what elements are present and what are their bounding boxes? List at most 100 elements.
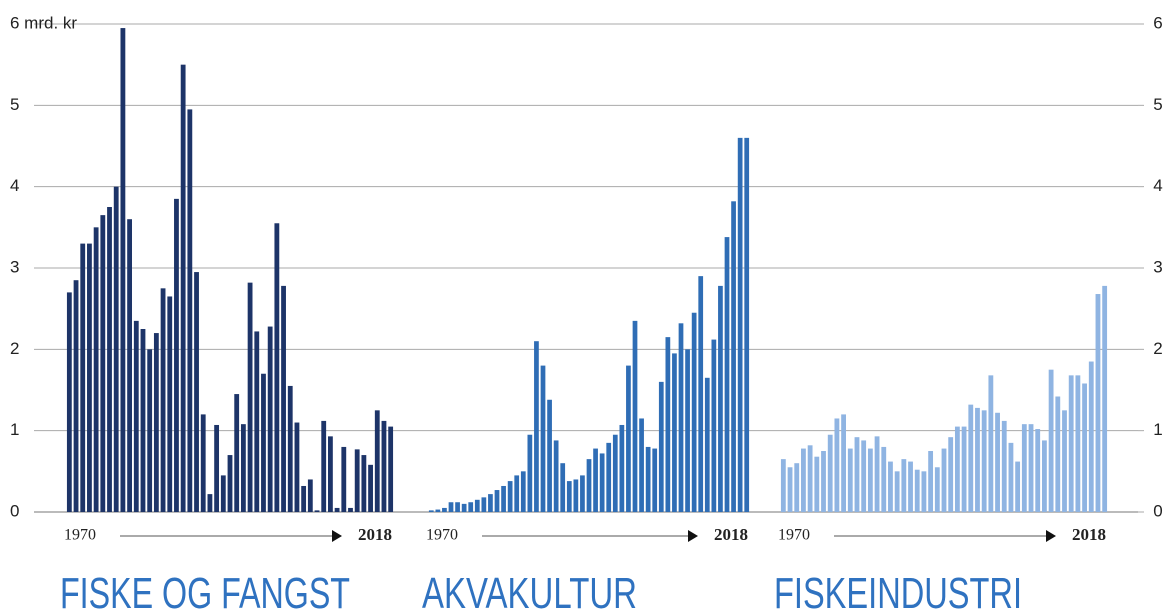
bar — [968, 404, 974, 512]
bar — [553, 440, 559, 512]
bar — [691, 312, 697, 512]
bar — [834, 418, 840, 512]
x-tick-label: 2018 — [1072, 525, 1106, 544]
bar — [807, 445, 813, 512]
x-tick-label: 2018 — [358, 525, 392, 544]
bar — [274, 223, 280, 512]
y-tick-label: 3 — [10, 257, 19, 276]
bar — [678, 323, 684, 512]
bar — [1062, 410, 1067, 512]
bar — [381, 420, 387, 512]
bar — [227, 455, 233, 512]
bar — [514, 475, 520, 512]
y-tick-label: 6 mrd. kr — [10, 13, 77, 32]
bar — [988, 375, 994, 512]
bar — [354, 449, 360, 512]
bar — [652, 448, 658, 512]
bar — [881, 446, 887, 512]
bar — [321, 420, 327, 512]
bar — [841, 414, 847, 512]
bar — [187, 109, 193, 513]
bar — [1001, 420, 1007, 512]
bar — [481, 497, 487, 512]
bar — [867, 448, 873, 512]
y-tick-label: 5 — [10, 95, 19, 114]
panel-title: FISKEINDUSTRI — [774, 569, 1022, 616]
bar — [888, 461, 893, 512]
bar — [153, 333, 159, 512]
bar — [619, 424, 625, 512]
bar — [1102, 285, 1108, 512]
bar — [1048, 369, 1054, 512]
bar — [566, 481, 572, 512]
bar — [281, 285, 286, 512]
bar — [287, 385, 293, 512]
bar — [921, 471, 927, 512]
y2-tick-label: 6 — [1153, 13, 1162, 32]
bar — [507, 481, 513, 512]
bar — [374, 410, 380, 512]
bar — [435, 509, 441, 512]
bar — [731, 201, 736, 512]
bar — [787, 467, 793, 512]
panel-title: FISKE OG FANGST — [60, 569, 350, 616]
bar — [527, 434, 533, 512]
bar — [645, 446, 651, 512]
bar — [1082, 383, 1087, 512]
bar — [724, 237, 730, 513]
bar — [737, 137, 743, 512]
bar — [573, 479, 579, 512]
bar — [540, 365, 546, 512]
x-tick-label: 1970 — [778, 527, 810, 544]
bar — [718, 285, 723, 512]
arrow-head — [1046, 530, 1056, 542]
bar — [1028, 424, 1034, 512]
bar — [961, 426, 967, 512]
y2-tick-label: 2 — [1153, 339, 1162, 358]
bar — [474, 499, 480, 512]
bar — [593, 448, 598, 512]
bar — [847, 448, 853, 512]
bar — [120, 28, 126, 513]
bar — [685, 349, 690, 512]
bar — [214, 424, 220, 512]
bar — [580, 475, 585, 512]
bar — [954, 426, 960, 512]
y-tick-label: 2 — [10, 339, 19, 358]
bar — [711, 339, 717, 512]
bar — [314, 510, 320, 512]
bar — [1095, 294, 1101, 512]
bar — [698, 276, 704, 512]
bar — [294, 422, 300, 512]
bar — [560, 463, 566, 512]
bar — [334, 507, 340, 512]
bar — [160, 288, 166, 512]
bar — [113, 186, 119, 512]
bar — [100, 215, 106, 512]
bar — [442, 507, 447, 512]
bar — [327, 436, 333, 512]
bar — [948, 437, 954, 512]
bar — [147, 349, 153, 512]
bar — [981, 410, 987, 512]
bar — [388, 426, 394, 512]
bar — [167, 296, 173, 512]
bar — [220, 475, 226, 512]
bar — [368, 464, 373, 512]
bar — [1021, 424, 1027, 512]
panel-title: AKVAKULTUR — [422, 569, 637, 616]
bar — [1035, 429, 1041, 512]
bar — [261, 373, 266, 512]
bar — [348, 507, 353, 512]
bar — [928, 451, 934, 512]
bar — [606, 442, 612, 512]
bar — [448, 502, 454, 512]
bar — [599, 453, 605, 512]
y2-tick-label: 4 — [1153, 176, 1162, 195]
bar — [861, 440, 867, 512]
bar — [894, 471, 900, 512]
bar — [975, 407, 980, 512]
bar — [461, 503, 467, 512]
y2-tick-label: 3 — [1153, 257, 1162, 276]
